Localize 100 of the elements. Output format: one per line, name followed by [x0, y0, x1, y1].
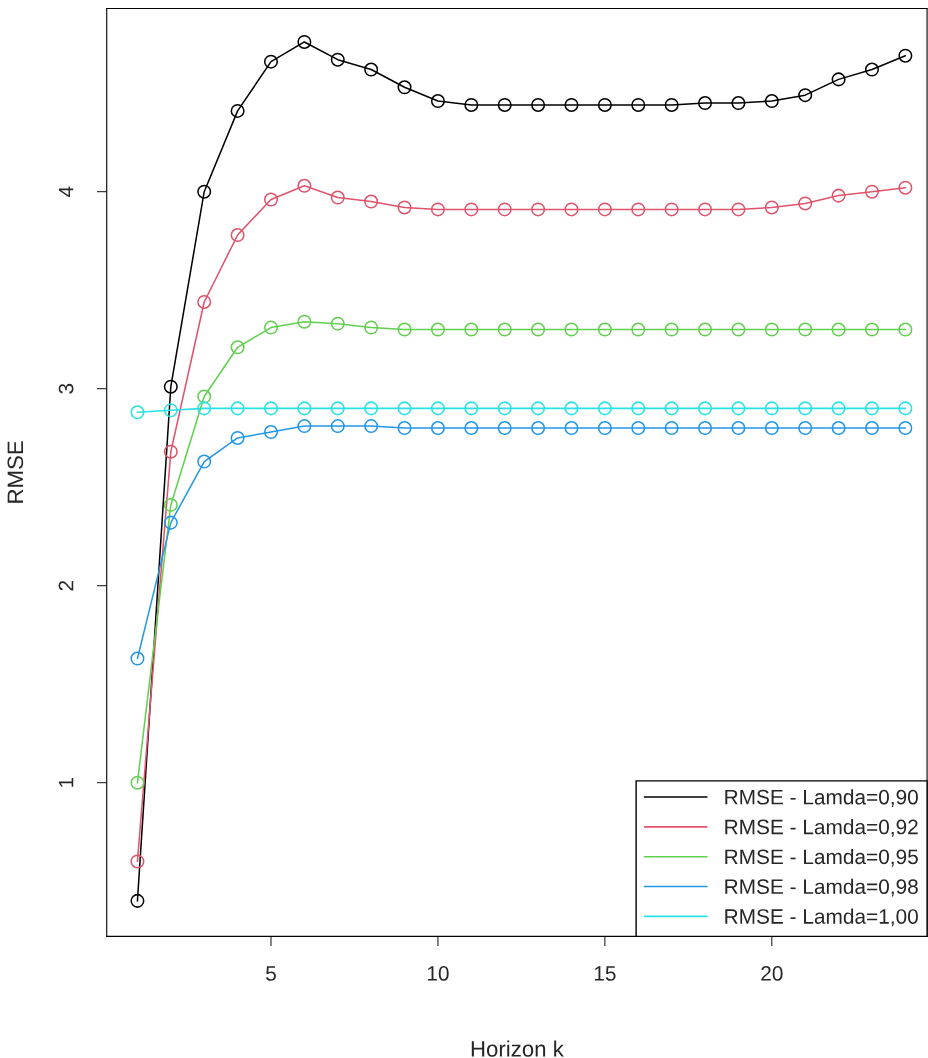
y-axis-title: RMSE [7, 441, 24, 503]
point [864, 62, 879, 77]
point [564, 322, 579, 337]
point [230, 340, 245, 355]
point [297, 178, 312, 193]
point [364, 194, 379, 209]
point [297, 314, 312, 329]
point [397, 322, 412, 337]
point [531, 202, 546, 217]
point [798, 88, 813, 103]
point [297, 34, 312, 49]
point [230, 103, 245, 118]
point [864, 322, 879, 337]
point [464, 322, 479, 337]
point [664, 421, 679, 436]
point [430, 202, 445, 217]
point [430, 94, 445, 109]
point [263, 320, 279, 335]
point [864, 184, 879, 199]
point [397, 200, 412, 215]
point [631, 202, 646, 217]
point [397, 401, 412, 416]
y-tick-label: 3 [58, 383, 74, 394]
point [364, 419, 379, 434]
point [864, 421, 879, 436]
point [798, 421, 813, 436]
point [297, 401, 312, 416]
point [764, 200, 779, 215]
point [698, 322, 713, 337]
y-tick-label: 1 [58, 777, 74, 787]
point [197, 454, 212, 469]
point [764, 322, 779, 337]
point [263, 401, 279, 416]
x-tick-label: 5 [266, 966, 276, 981]
point [364, 320, 379, 335]
point [731, 322, 746, 337]
point [597, 421, 612, 436]
point [263, 54, 279, 69]
point [564, 421, 579, 436]
point [831, 188, 846, 203]
point [531, 322, 546, 337]
point [698, 421, 713, 436]
point [497, 322, 512, 337]
point [898, 421, 913, 436]
point [130, 775, 145, 790]
point [864, 401, 879, 416]
point [197, 401, 212, 416]
point [831, 72, 846, 87]
point [664, 202, 679, 217]
legend-label: RMSE - Lamda=0,90 [725, 789, 918, 807]
point [731, 96, 746, 111]
point [597, 322, 612, 337]
point [898, 180, 913, 195]
point [898, 322, 913, 337]
point [698, 401, 713, 416]
point [731, 202, 746, 217]
point [531, 401, 546, 416]
legend-label: RMSE - Lamda=0,98 [725, 878, 918, 897]
x-tick-label: 20 [761, 966, 783, 981]
point [497, 401, 512, 416]
point [197, 184, 212, 199]
point [664, 401, 679, 416]
point [163, 444, 178, 459]
point [764, 401, 779, 416]
point [798, 322, 813, 337]
point [163, 497, 178, 512]
point [163, 379, 178, 394]
point [798, 401, 813, 416]
point [430, 421, 445, 436]
point [497, 97, 512, 113]
legend-label: RMSE - Lamda=0,92 [725, 819, 918, 837]
point [597, 401, 612, 416]
point [764, 421, 779, 436]
point [831, 322, 846, 337]
point [130, 893, 145, 908]
point [230, 401, 245, 416]
point [497, 202, 512, 217]
point [597, 202, 612, 217]
point [731, 401, 746, 416]
point [631, 401, 646, 416]
point [330, 52, 345, 67]
point [330, 316, 345, 331]
legend-label: RMSE - Lamda=1,00 [725, 908, 918, 927]
point [397, 80, 412, 95]
point [631, 97, 646, 113]
legend-label: RMSE - Lamda=0,95 [725, 848, 918, 867]
point [564, 97, 579, 113]
point [330, 401, 345, 416]
point [397, 421, 412, 436]
point [464, 401, 479, 416]
point [831, 421, 846, 436]
point [464, 97, 479, 113]
point [263, 424, 279, 440]
y-tick-label: 2 [58, 580, 74, 591]
point [364, 62, 379, 77]
point [130, 651, 145, 666]
point [698, 202, 713, 217]
point [764, 94, 779, 109]
point [464, 202, 479, 217]
point [564, 401, 579, 416]
